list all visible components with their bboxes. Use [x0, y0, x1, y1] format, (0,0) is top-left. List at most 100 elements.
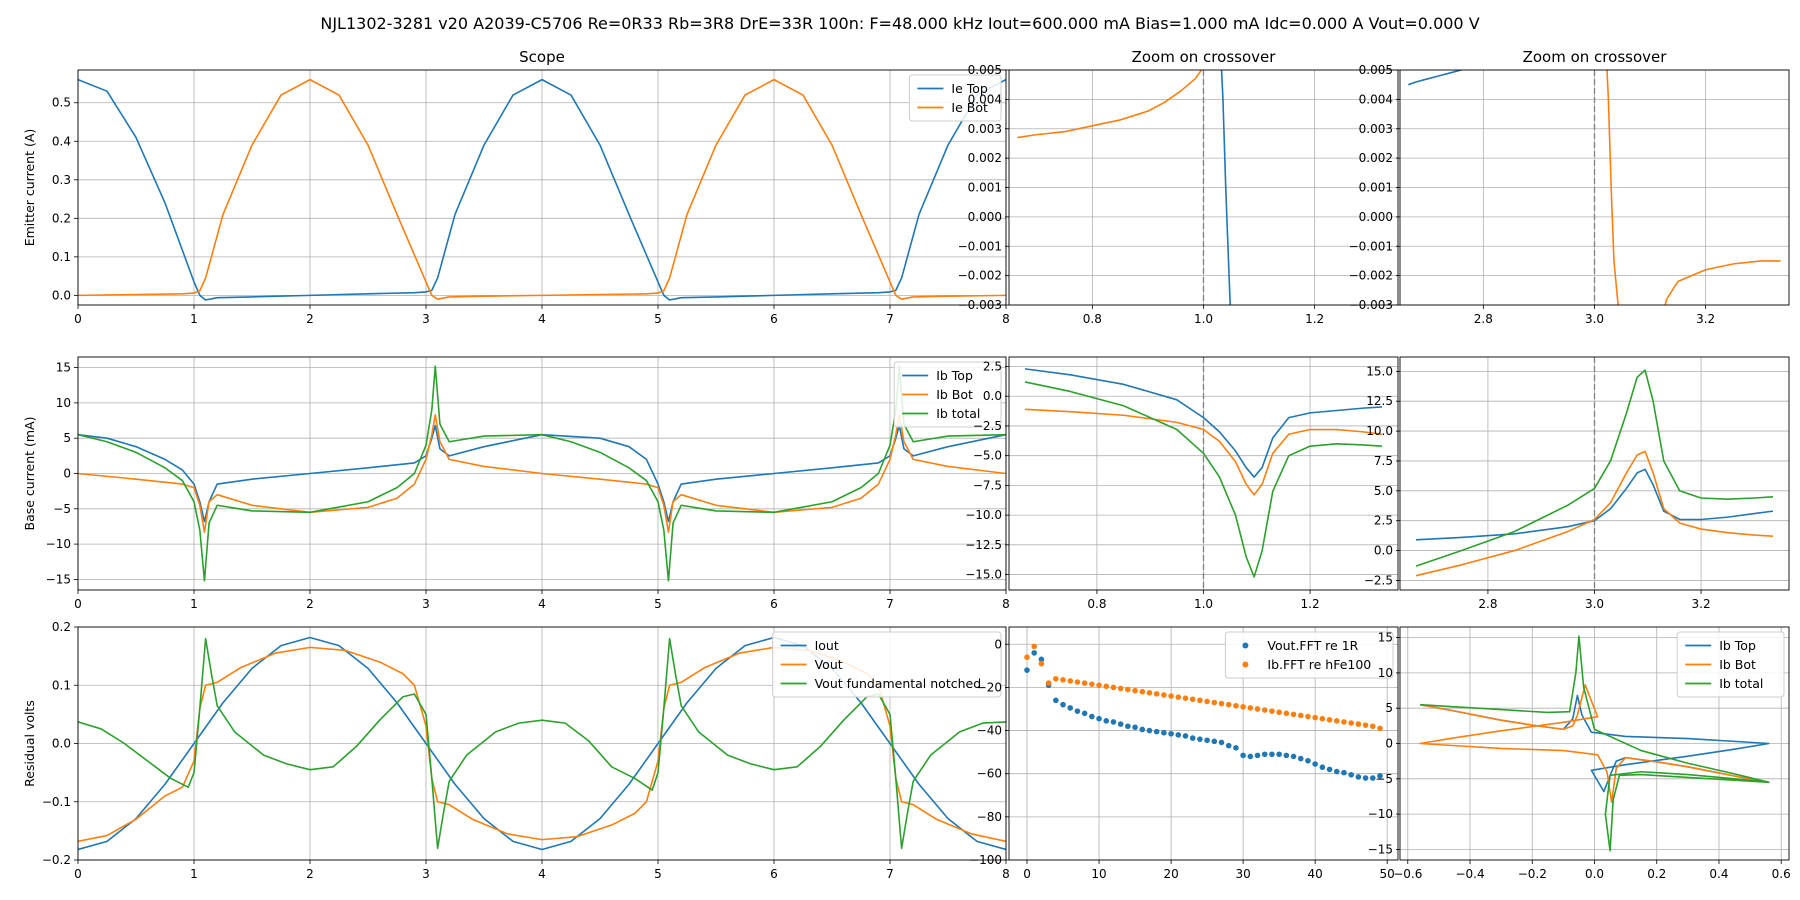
- point-ib-fft-re-hfe100: [1089, 681, 1095, 687]
- point-vout-fft-re-1r: [1355, 774, 1362, 780]
- legend-label-vout: Vout: [815, 657, 843, 672]
- point-ib-fft-re-hfe100: [1146, 690, 1153, 696]
- series-vout-fft-re-1r: [1024, 650, 1383, 781]
- y-tick-label: −100: [969, 853, 1002, 867]
- point-vout-fft-re-1r: [1060, 701, 1066, 708]
- point-ib-fft-re-hfe100: [1261, 707, 1268, 713]
- x-tick-label: 4: [538, 867, 546, 881]
- series-line-ib-total: [1415, 369, 1774, 567]
- chart-base-scope: 0 1 2 3 4 5 6 7 8 −15 −10 −5 0 5 10 15 Base current (mA)…: [22, 356, 1010, 611]
- point-ib-fft-re-hfe100: [1024, 654, 1030, 661]
- y-tick-label: 0: [1385, 737, 1393, 751]
- series-group: [1024, 368, 1383, 578]
- y-tick-label: −10: [1368, 807, 1393, 821]
- point-vout-fft-re-1r: [1369, 775, 1376, 781]
- y-tick-label: 0.2: [52, 620, 71, 634]
- x-tick-label: 5: [654, 597, 662, 611]
- series-group: [1408, 70, 1781, 305]
- point-ib-fft-re-hfe100: [1333, 718, 1340, 724]
- legend-label-ib-top: Ib Top: [936, 368, 973, 383]
- legend: Ib Top Ib Bot Ib total: [893, 361, 1002, 428]
- y-tick-label: 2.5: [983, 360, 1002, 374]
- y-tick-label: −20: [977, 680, 1002, 694]
- point-vout-fft-re-1r: [1319, 764, 1326, 771]
- point-vout-fft-re-1r: [1153, 728, 1160, 735]
- y-tick-label: −0.003: [1349, 298, 1393, 312]
- y-tick-label: −10: [46, 537, 71, 551]
- point-vout-fft-re-1r: [1074, 708, 1081, 714]
- y-tick-label: 0.0: [983, 389, 1002, 403]
- x-tick-label: 0: [74, 867, 82, 881]
- y-tick-label: 5.0: [1374, 484, 1393, 498]
- point-ib-fft-re-hfe100: [1326, 716, 1333, 723]
- y-tick-label: 2.5: [1374, 514, 1393, 528]
- point-ib-fft-re-hfe100: [1045, 680, 1052, 686]
- x-tick-label: 5: [654, 312, 662, 326]
- series-line-ie-top: [78, 78, 1006, 301]
- x-tick-label: 30: [1235, 867, 1250, 881]
- legend-box: [893, 361, 1002, 428]
- y-tick-label: −0.003: [958, 298, 1002, 312]
- point-vout-fft-re-1r: [1053, 697, 1059, 704]
- y-tick-label: 0.004: [968, 92, 1002, 106]
- point-ib-fft-re-hfe100: [1290, 711, 1297, 718]
- y-tick-label: 0.003: [1359, 122, 1393, 136]
- legend-box: [1224, 631, 1394, 679]
- x-tick-label: 1.2: [1305, 312, 1324, 326]
- series-group: [78, 365, 1006, 582]
- x-tick-label: −0.4: [1455, 867, 1484, 881]
- x-tick-label: 0.8: [1087, 597, 1106, 611]
- point-ib-fft-re-hfe100: [1074, 679, 1081, 685]
- legend-label-ib-top: Ib Top: [1719, 638, 1756, 653]
- chart-fft: 0 10 20 30 40 50−100−80−60−40−200 Vout.FFT re …: [969, 626, 1399, 881]
- point-ib-fft-re-hfe100: [1168, 693, 1174, 699]
- legend-box: [772, 631, 1002, 698]
- series-line-ib-bot: [78, 414, 1006, 533]
- chart-base-zoom-2: 2.8 3.0 3.2 −2.5 0.0 2.5 5.0 7.5 10.0 12.5 15.0: [1364, 356, 1790, 611]
- legend-marker-ib-fft-re-hfe100: [1242, 661, 1249, 668]
- legend-label-vout-fft-re-1r: Vout.FFT re 1R: [1267, 638, 1358, 653]
- point-vout-fft-re-1r: [1103, 718, 1110, 724]
- x-tick-label: 6: [770, 312, 778, 326]
- x-tick-label: 6: [770, 597, 778, 611]
- legend-label-ib-fft-re-hfe100: Ib.FFT re hFe100: [1267, 657, 1371, 672]
- point-ib-fft-re-hfe100: [1225, 701, 1232, 708]
- y-tick-label: −15.0: [965, 568, 1002, 582]
- point-vout-fft-re-1r: [1276, 751, 1282, 758]
- y-tick-label: −2.5: [1364, 573, 1393, 587]
- x-tick-label: 3: [422, 867, 430, 881]
- chart-residual-scope: 0 1 2 3 4 5 6 7 8 −0.2 −0.1 0.0 0.1 0.2 Residual volts…: [22, 620, 1010, 881]
- chart-emitter-zoom-2: 2.8 3.0 3.2 −0.003 −0.002 −0.001 0.000 0.001 0.0…: [1349, 48, 1790, 326]
- x-tick-label: 6: [770, 867, 778, 881]
- point-vout-fft-re-1r: [1211, 738, 1218, 745]
- series-group: [1024, 643, 1383, 781]
- x-tick-label: 3: [422, 597, 430, 611]
- point-vout-fft-re-1r: [1067, 705, 1074, 711]
- y-tick-label: 0: [994, 637, 1002, 651]
- x-tick-label: 0: [74, 312, 82, 326]
- point-ib-fft-re-hfe100: [1197, 697, 1203, 704]
- x-tick-label: 3.2: [1696, 312, 1715, 326]
- legend-box: [1676, 631, 1785, 698]
- legend-label-ib-bot: Ib Bot: [936, 387, 973, 402]
- x-tick-label: 3.0: [1585, 312, 1604, 326]
- chart-transfer: −0.6 −0.4 −0.2 0.0 0.2 0.4 0.6 −15 −10 −5 0 5 10 15 Ib…: [1368, 626, 1791, 881]
- y-axis-label: Emitter current (A): [22, 129, 37, 247]
- point-ib-fft-re-hfe100: [1125, 686, 1131, 693]
- y-tick-label: 0.5: [52, 96, 71, 110]
- x-tick-label: −0.6: [1393, 867, 1422, 881]
- y-tick-label: 0.0: [52, 288, 71, 302]
- x-tick-label: 3.0: [1585, 597, 1604, 611]
- point-vout-fft-re-1r: [1297, 755, 1304, 762]
- x-tick-label: 4: [538, 312, 546, 326]
- point-ib-fft-re-hfe100: [1132, 687, 1138, 694]
- y-tick-label: 0.000: [1359, 210, 1393, 224]
- point-ib-fft-re-hfe100: [1110, 684, 1117, 691]
- y-tick-label: 0.001: [1359, 181, 1393, 195]
- series-group: [78, 78, 1006, 301]
- point-ib-fft-re-hfe100: [1060, 677, 1066, 683]
- y-tick-label: 0.4: [52, 134, 71, 148]
- y-tick-label: −12.5: [965, 538, 1002, 552]
- y-tick-label: 0.3: [52, 173, 71, 187]
- point-vout-fft-re-1r: [1362, 775, 1369, 781]
